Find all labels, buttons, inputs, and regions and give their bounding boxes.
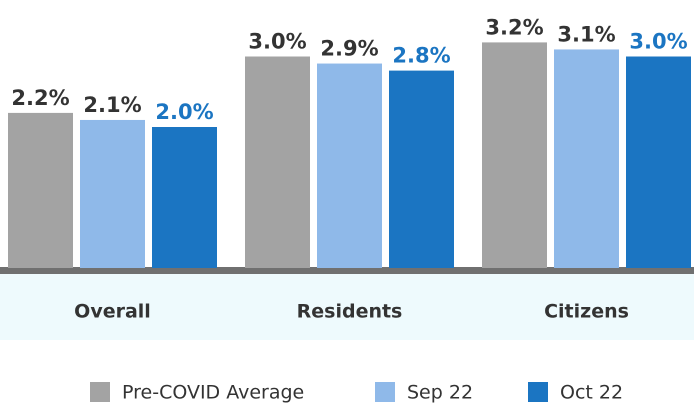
legend-swatch xyxy=(375,382,395,402)
baseline xyxy=(0,267,694,274)
value-label: 2.9% xyxy=(320,37,378,61)
category-label: Citizens xyxy=(544,301,629,323)
value-label: 3.0% xyxy=(248,30,306,54)
legend-label: Oct 22 xyxy=(560,382,623,404)
bar xyxy=(626,56,691,268)
value-label: 2.2% xyxy=(11,86,69,110)
legend-swatch xyxy=(90,382,110,402)
bar xyxy=(80,119,145,268)
category-label: Residents xyxy=(297,301,403,323)
bar xyxy=(482,42,547,269)
value-label: 2.8% xyxy=(392,44,450,68)
bar xyxy=(245,56,310,268)
value-label: 3.0% xyxy=(629,30,687,54)
bar xyxy=(554,49,619,269)
value-label: 3.2% xyxy=(485,15,543,39)
value-label: 2.0% xyxy=(155,100,213,124)
legend-swatch xyxy=(528,382,548,402)
bar xyxy=(317,63,382,268)
bar xyxy=(8,112,73,269)
legend-label: Pre-COVID Average xyxy=(122,382,304,404)
category-label: Overall xyxy=(74,301,151,323)
value-label: 3.1% xyxy=(557,22,615,46)
bar xyxy=(152,127,217,268)
bar xyxy=(389,70,454,268)
value-label: 2.1% xyxy=(83,93,141,117)
legend-label: Sep 22 xyxy=(407,382,473,404)
category-band xyxy=(0,274,694,340)
